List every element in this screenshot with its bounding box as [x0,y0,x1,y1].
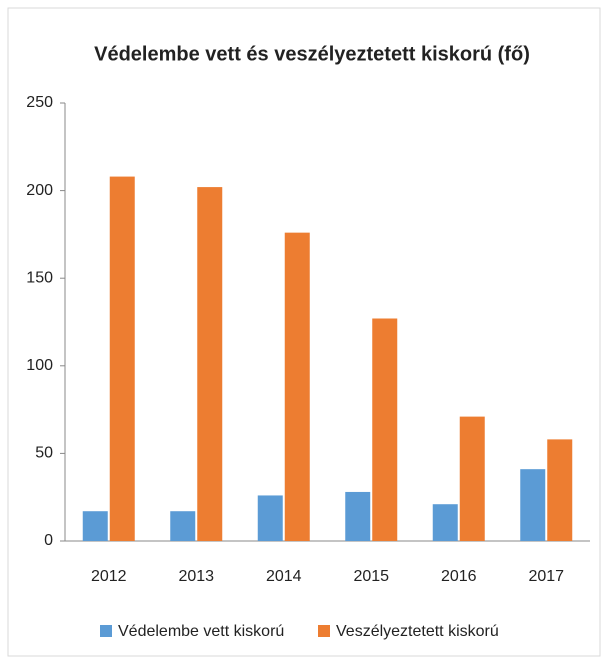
legend-label: Védelembe vett kiskorú [118,623,284,640]
bar [520,469,546,541]
legend-swatch [318,625,330,637]
x-tick-label: 2017 [528,568,564,585]
x-tick-label: 2013 [178,568,214,585]
y-tick-label: 100 [26,357,53,374]
y-tick-label: 150 [26,269,53,286]
y-tick-label: 250 [26,94,53,111]
y-tick-label: 50 [35,445,53,462]
x-tick-label: 2015 [353,568,389,585]
bar [109,176,135,542]
bar [432,504,458,541]
bar [547,439,573,541]
y-tick-label: 200 [26,182,53,199]
bar [459,416,485,541]
bar [345,491,371,541]
bar [170,511,196,541]
legend-swatch [100,625,112,637]
bar [257,495,283,541]
x-tick-label: 2014 [266,568,302,585]
bar [372,318,398,541]
bar [197,187,223,541]
x-tick-label: 2012 [91,568,127,585]
bar [284,232,310,541]
x-tick-label: 2016 [441,568,477,585]
bar [82,511,108,541]
legend-label: Veszélyeztetett kiskorú [336,623,499,640]
y-tick-label: 0 [44,532,53,549]
chart-title: Védelembe vett és veszélyeztetett kiskor… [94,43,530,65]
